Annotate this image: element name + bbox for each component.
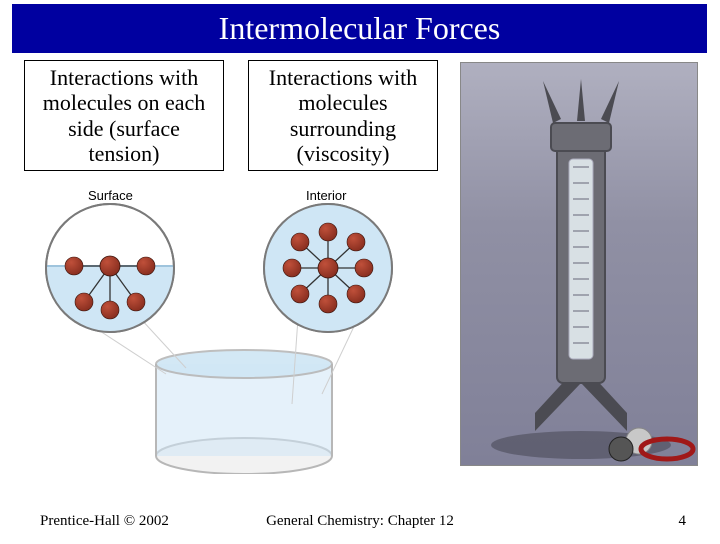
label-surface: Surface [88, 188, 133, 203]
slide-title: Intermolecular Forces [12, 4, 707, 53]
caption-row: Interactions with molecules on each side… [24, 60, 438, 171]
label-interior: Interior [306, 188, 346, 203]
caption-viscosity: Interactions with molecules surrounding … [248, 60, 438, 171]
diagram-svg [28, 194, 458, 474]
molecule-diagram: Surface Interior [28, 194, 458, 474]
viscometer-photo [460, 62, 698, 466]
footer-page-number: 4 [679, 513, 687, 530]
slide-footer: Prentice-Hall © 2002 General Chemistry: … [0, 513, 720, 530]
footer-chapter: General Chemistry: Chapter 12 [266, 513, 454, 530]
footer-copyright: Prentice-Hall © 2002 [40, 513, 169, 530]
viscometer-svg [461, 63, 699, 467]
caption-surface-tension: Interactions with molecules on each side… [24, 60, 224, 171]
